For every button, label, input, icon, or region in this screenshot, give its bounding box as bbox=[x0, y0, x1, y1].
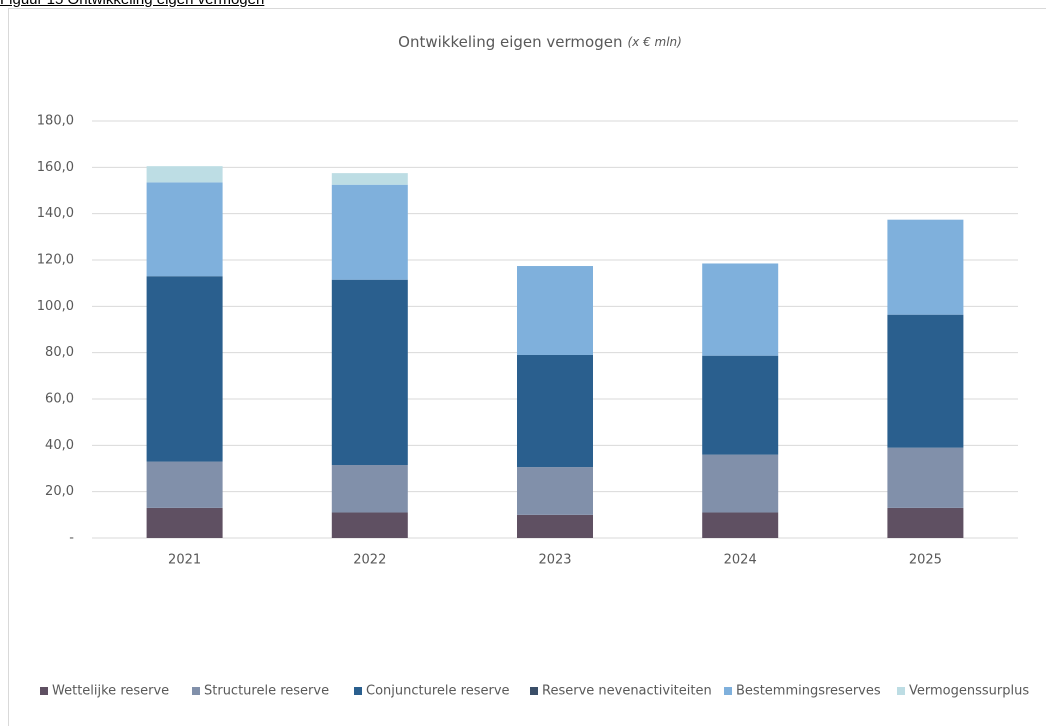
legend-swatch bbox=[724, 687, 732, 695]
y-tick-label: 140,0 bbox=[37, 206, 74, 221]
legend-swatch bbox=[897, 687, 905, 695]
x-tick-label: 2024 bbox=[724, 553, 757, 568]
legend-label: Wettelijke reserve bbox=[52, 684, 169, 699]
legend-swatch bbox=[40, 687, 48, 695]
y-tick-label: 100,0 bbox=[37, 299, 74, 314]
legend-label: Reserve nevenactiviteiten bbox=[542, 684, 712, 699]
y-tick-label: - bbox=[69, 531, 74, 546]
chart-title: Ontwikkeling eigen vermogen bbox=[398, 33, 622, 51]
x-tick-label: 2022 bbox=[353, 553, 386, 568]
bar-segment bbox=[146, 507, 223, 538]
y-tick-label: 160,0 bbox=[37, 160, 74, 175]
bar-segment bbox=[517, 354, 593, 468]
y-tick-label: 120,0 bbox=[37, 253, 74, 268]
y-tick-label: 60,0 bbox=[45, 392, 74, 407]
bar-segment bbox=[146, 461, 223, 508]
bar-segment bbox=[887, 314, 964, 448]
y-tick-label: 40,0 bbox=[45, 438, 74, 453]
x-tick-label: 2023 bbox=[538, 553, 571, 568]
bar-segment bbox=[331, 465, 408, 513]
bar-segment bbox=[146, 276, 223, 462]
bar-segment bbox=[331, 173, 408, 185]
y-tick-label: 80,0 bbox=[45, 345, 74, 360]
bar-segment bbox=[887, 507, 964, 538]
chart-frame bbox=[8, 8, 1046, 726]
bar-segment bbox=[331, 512, 408, 538]
figure-caption: Figuur 15 Ontwikkeling eigen vermogen bbox=[0, 0, 264, 8]
bar-segment bbox=[702, 454, 779, 513]
legend-label: Conjuncturele reserve bbox=[366, 684, 510, 699]
chart-title-group: Ontwikkeling eigen vermogen (x € mln) bbox=[398, 33, 682, 51]
bar-segment bbox=[331, 184, 408, 280]
x-tick-label: 2021 bbox=[168, 553, 201, 568]
y-tick-label: 20,0 bbox=[45, 484, 74, 499]
bar-segment bbox=[331, 279, 408, 466]
y-tick-label: 180,0 bbox=[37, 114, 74, 129]
bar-segment bbox=[517, 266, 593, 355]
bar-segment bbox=[887, 447, 964, 508]
bar-segment bbox=[146, 166, 223, 183]
x-tick-label: 2025 bbox=[909, 553, 942, 568]
legend-label: Structurele reserve bbox=[204, 684, 329, 699]
legend-swatch bbox=[354, 687, 362, 695]
bar-segment bbox=[146, 182, 223, 277]
bar-segment bbox=[887, 219, 964, 315]
bar-segment bbox=[702, 512, 779, 538]
bar-segment bbox=[517, 514, 593, 538]
bar-segment bbox=[702, 355, 779, 455]
bar-segment bbox=[702, 263, 779, 356]
legend-label: Bestemmingsreserves bbox=[736, 684, 881, 699]
legend-swatch bbox=[530, 687, 538, 695]
legend-label: Vermogenssurplus bbox=[909, 684, 1029, 699]
legend-swatch bbox=[192, 687, 200, 695]
bar-segment bbox=[517, 467, 593, 515]
chart-subtitle: (x € mln) bbox=[627, 35, 681, 49]
